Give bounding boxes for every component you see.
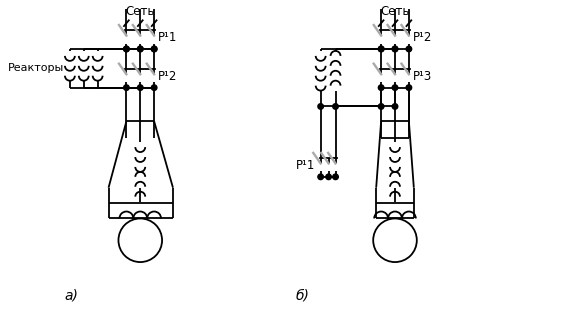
Text: б): б) — [296, 289, 310, 303]
Circle shape — [137, 46, 143, 52]
Text: Р¹1: Р¹1 — [158, 31, 177, 44]
Circle shape — [318, 174, 323, 179]
Circle shape — [406, 46, 412, 52]
Circle shape — [151, 85, 157, 90]
Circle shape — [318, 104, 323, 109]
Text: Сеть: Сеть — [125, 5, 155, 18]
Circle shape — [137, 85, 143, 90]
Text: Р¹2: Р¹2 — [158, 70, 177, 83]
Circle shape — [379, 85, 384, 90]
Text: Р¹3: Р¹3 — [413, 70, 432, 83]
Circle shape — [333, 104, 338, 109]
Circle shape — [392, 46, 398, 52]
Text: Р¹2: Р¹2 — [413, 31, 432, 44]
Circle shape — [124, 46, 129, 52]
Circle shape — [406, 85, 412, 90]
Text: а): а) — [65, 289, 79, 303]
Circle shape — [379, 104, 384, 109]
Text: Сеть: Сеть — [380, 5, 410, 18]
Circle shape — [392, 104, 398, 109]
Circle shape — [379, 46, 384, 52]
Text: Р¹1: Р¹1 — [296, 159, 315, 172]
Circle shape — [151, 46, 157, 52]
Circle shape — [379, 46, 384, 52]
Circle shape — [392, 85, 398, 90]
Circle shape — [124, 46, 129, 52]
Circle shape — [392, 46, 398, 52]
Circle shape — [151, 46, 157, 52]
Circle shape — [137, 46, 143, 52]
Text: Реакторы: Реакторы — [7, 63, 64, 73]
Circle shape — [333, 174, 338, 179]
Circle shape — [326, 174, 331, 179]
Circle shape — [124, 85, 129, 90]
